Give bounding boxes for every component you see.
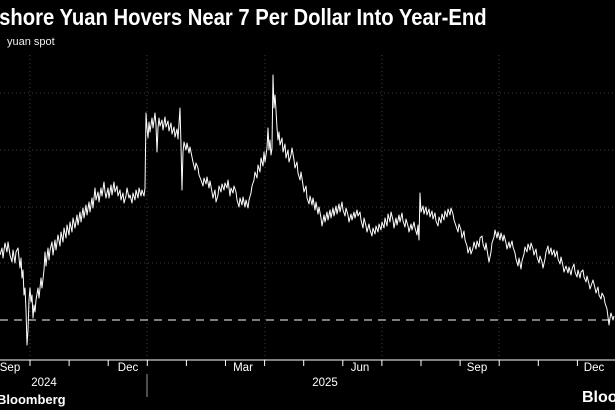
x-axis-month-label: Mar	[233, 362, 253, 374]
x-axis-year-label: 2025	[312, 377, 338, 389]
bloomberg-logo: Bloomberg	[582, 389, 615, 406]
x-axis-month-label: Sep	[466, 362, 488, 374]
chart-title: Onshore Yuan Hovers Near 7 Per Dollar In…	[0, 4, 487, 30]
legend-label: yuan spot	[7, 36, 55, 48]
source-credit: Bloomberg	[0, 392, 66, 407]
x-axis-month-label: Dec	[583, 362, 605, 374]
price-line	[0, 74, 615, 346]
x-axis-month-label: Sep	[0, 362, 21, 374]
x-axis-month-label: Jun	[350, 362, 370, 374]
x-axis-month-label: Dec	[117, 362, 139, 374]
x-axis-year-label: 2024	[31, 377, 57, 389]
